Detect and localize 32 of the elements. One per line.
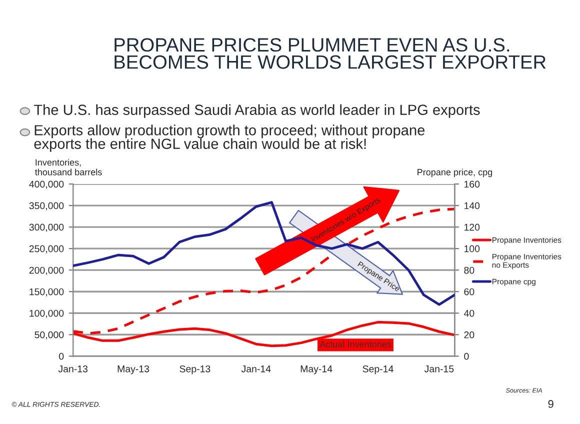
y2-tick-label: 100	[464, 245, 480, 252]
x-tick-label: Jan-14	[241, 366, 271, 372]
chart-title: PROPANE PRICES PLUMMET EVEN AS U.S. BECOMES THE WORLDS LARGEST EXPORTER	[114, 38, 546, 69]
x-tick-label: May-14	[300, 366, 332, 374]
y-axis-title: Inventories, thousand barrels	[35, 158, 102, 176]
y-tick-label: 300,000	[29, 224, 64, 232]
y2-tick-label: 60	[464, 288, 474, 296]
y-tick-label: 200,000	[29, 266, 64, 275]
y2-tick-label: 160	[464, 180, 480, 188]
y-tick-label: 250,000	[29, 245, 64, 254]
text: The U.S. has surpassed Saudi Arabia as world leader in LPG exports	[34, 104, 480, 118]
y-tick-label: 350,000	[29, 202, 64, 210]
x-tick-label: Jan-13	[58, 365, 88, 372]
y-tick-label: 0	[59, 352, 64, 360]
text: Exports allow production growth to proceed; without propane exports the entire NGL value chain would be at risk!	[34, 124, 425, 152]
y2-tick-label: 20	[464, 331, 474, 338]
y2-tick-label: 0	[464, 352, 469, 360]
y2-axis-title: Propane price, cpg	[418, 168, 492, 178]
y2-tick-label: 40	[464, 310, 474, 317]
x-tick-label: Sep-14	[362, 365, 394, 374]
x-tick-label: Jan-15	[424, 366, 454, 372]
y-tick-label: 100,000	[30, 310, 64, 318]
y2-tick-label: 120	[464, 224, 480, 231]
y-tick-label: 400,000	[29, 180, 64, 189]
y-tick-label: 50,000	[34, 331, 64, 340]
y2-tick-label: 80	[464, 266, 474, 274]
y2-tick-label: 140	[464, 202, 480, 210]
y-tick-label: 150,000	[30, 288, 64, 296]
x-tick-label: May-13	[118, 365, 150, 374]
text: 9	[548, 400, 554, 408]
x-tick-label: Sep-13	[180, 365, 210, 374]
annotation: Actual Inventories	[320, 340, 392, 348]
